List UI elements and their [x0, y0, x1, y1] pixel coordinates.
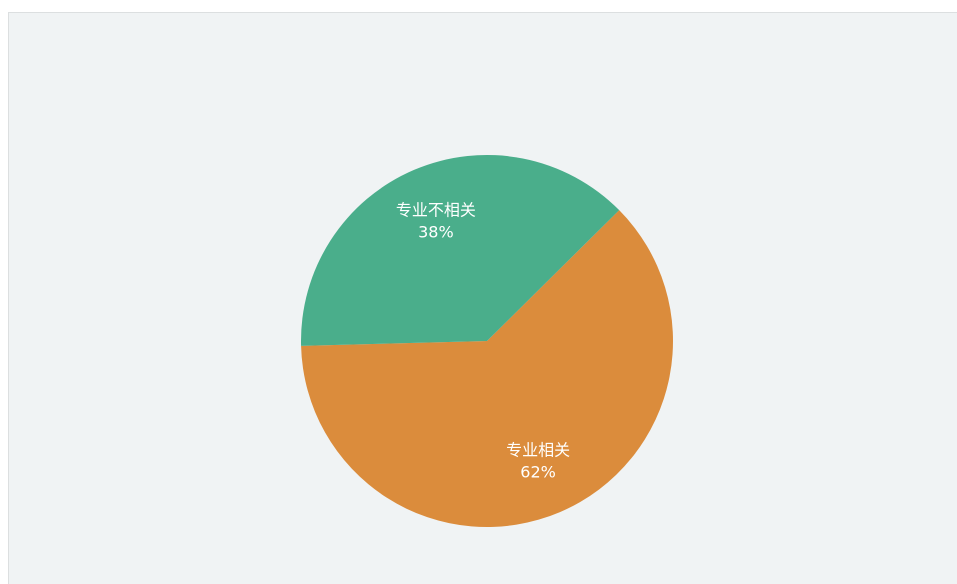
pie-slice: [301, 210, 673, 527]
slice-name: 专业相关: [506, 440, 570, 459]
slice-name: 专业不相关: [396, 201, 476, 220]
slice-value: 38%: [418, 223, 454, 242]
pie-slice: [301, 155, 620, 346]
slice-value: 62%: [520, 462, 556, 481]
